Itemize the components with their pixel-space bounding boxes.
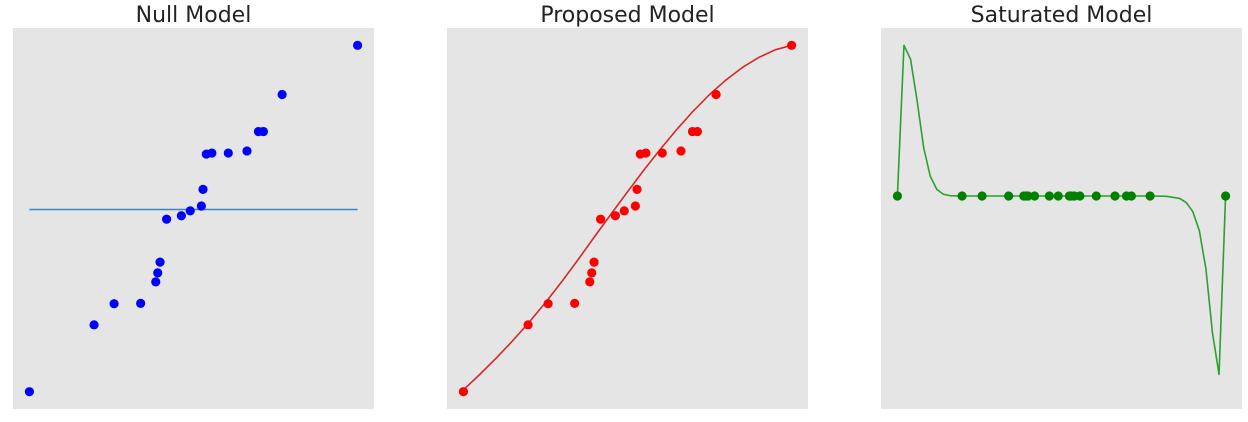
proposed-model-data-point-2 [543,299,553,309]
chart-title-proposed-model: Proposed Model [540,3,715,28]
null-model-panel [13,28,374,409]
null-model-data-point-17 [258,126,268,137]
saturated-model-data-point-3 [1004,191,1014,201]
saturated-model-panel [881,28,1242,409]
saturated-model-data-point-0 [892,191,903,201]
proposed-model-data-point-0 [458,387,469,397]
null-model-data-point-15 [242,146,252,156]
saturated-model-data-point-13 [1075,191,1085,201]
saturated-model-data-point-15 [1110,191,1120,201]
null-model-data-point-10 [196,201,206,211]
null-model-data-point-11 [198,184,208,195]
null-model-data-point-4 [151,277,161,287]
proposed-model-data-point-13 [641,148,651,158]
null-model-data-point-9 [185,206,195,216]
proposed-model-data-point-6 [589,257,599,267]
saturated-model-plot-area [881,28,1242,409]
null-model-data-point-3 [136,298,146,308]
proposed-model-data-point-9 [619,206,629,216]
proposed-model-data-point-19 [786,40,797,50]
chart-title-saturated-model: Saturated Model [970,3,1153,28]
proposed-model-data-point-3 [570,298,580,308]
proposed-model-data-point-1 [523,320,533,330]
null-model-data-point-14 [223,148,233,158]
proposed-model-data-point-15 [676,146,686,156]
saturated-model-data-point-7 [1029,191,1040,201]
chart-title-null-model: Null Model [135,3,252,28]
null-model-data-point-8 [176,211,186,221]
saturated-model-data-point-19 [1220,191,1231,201]
null-model-data-point-0 [24,387,35,397]
proposed-model-data-point-18 [711,89,721,100]
saturated-model-data-point-14 [1091,191,1101,201]
null-model-plot-area [13,28,374,409]
saturated-model-data-point-9 [1053,191,1063,201]
proposed-model-data-point-17 [692,126,703,137]
proposed-model-panel [447,28,808,409]
proposed-model-fit-line [462,44,792,391]
null-model-data-point-6 [155,257,165,267]
saturated-model-data-point-2 [977,191,987,201]
proposed-model-data-point-4 [585,277,595,287]
saturated-model-data-point-18 [1145,191,1155,201]
proposed-model-data-point-10 [630,201,640,211]
null-model-data-point-18 [277,89,287,100]
proposed-model-data-point-14 [657,148,667,158]
proposed-model-data-point-11 [632,184,642,195]
null-model-data-point-1 [89,320,99,330]
null-model-data-point-19 [352,40,363,50]
saturated-model-data-point-6 [1023,191,1033,201]
proposed-model-data-point-7 [595,214,606,224]
proposed-model-data-point-8 [610,211,620,221]
saturated-model-data-point-8 [1044,191,1054,201]
null-model-data-point-7 [161,214,172,224]
saturated-model-data-point-1 [957,191,967,201]
null-model-data-point-5 [153,268,163,278]
proposed-model-data-point-5 [587,268,597,278]
null-model-data-point-2 [109,299,119,309]
saturated-model-data-point-17 [1126,191,1136,201]
null-model-data-point-13 [207,148,217,158]
